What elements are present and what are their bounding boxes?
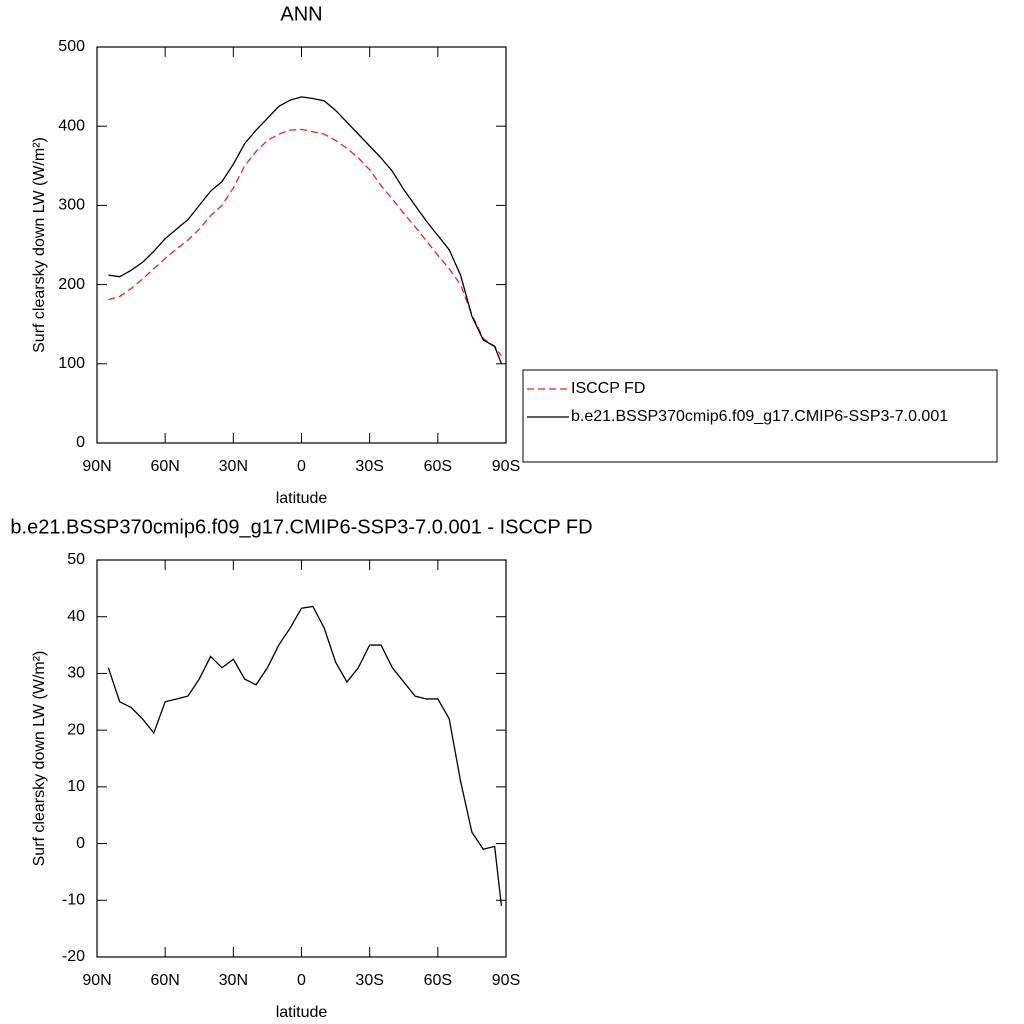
x-tick-label: 90S [492,972,520,989]
legend-label: ISCCP FD [571,380,645,397]
y-tick-label: 400 [58,117,85,134]
data-line [107,605,503,907]
y-tick-label: 20 [67,721,85,738]
y-tick-label: 50 [67,551,85,568]
x-tick-label: 60N [150,458,179,475]
x-tick-label: 60N [150,972,179,989]
y-tick-label: 10 [67,778,85,795]
x-axis-label: latitude [276,490,328,507]
x-tick-label: 90S [492,458,520,475]
chart-title: ANN [280,3,322,25]
y-axis-label: Surf clearsky down LW (W/m²) [31,137,48,353]
x-tick-label: 90N [82,458,111,475]
legend-label: b.e21.BSSP370cmip6.f09_g17.CMIP6-SSP3-7.… [571,408,948,425]
y-tick-label: 200 [58,276,85,293]
x-tick-label: 60S [424,972,452,989]
y-tick-label: -20 [62,948,85,965]
y-tick-label: 40 [67,608,85,625]
y-tick-label: 30 [67,665,85,682]
x-tick-label: 30N [219,458,248,475]
y-tick-label: 300 [58,197,85,214]
y-tick-label: 0 [76,835,85,852]
x-tick-label: 30S [355,458,383,475]
y-axis-label: Surf clearsky down LW (W/m²) [31,651,48,867]
x-tick-label: 60S [424,458,452,475]
y-tick-label: 100 [58,355,85,372]
y-tick-label: 500 [58,38,85,55]
plot-frame [96,559,507,958]
x-tick-label: 0 [297,972,306,989]
x-tick-label: 0 [297,458,306,475]
chart-title: b.e21.BSSP370cmip6.f09_g17.CMIP6-SSP3-7.… [10,516,592,538]
data-line [108,128,502,357]
legend-box [522,369,998,463]
y-tick-label: -10 [62,892,85,909]
x-tick-label: 30S [355,972,383,989]
x-axis-label: latitude [276,1004,328,1021]
x-tick-label: 90N [82,972,111,989]
data-line [108,96,503,365]
plot-frame [96,46,507,444]
x-tick-label: 30N [219,972,248,989]
y-tick-label: 0 [76,434,85,451]
